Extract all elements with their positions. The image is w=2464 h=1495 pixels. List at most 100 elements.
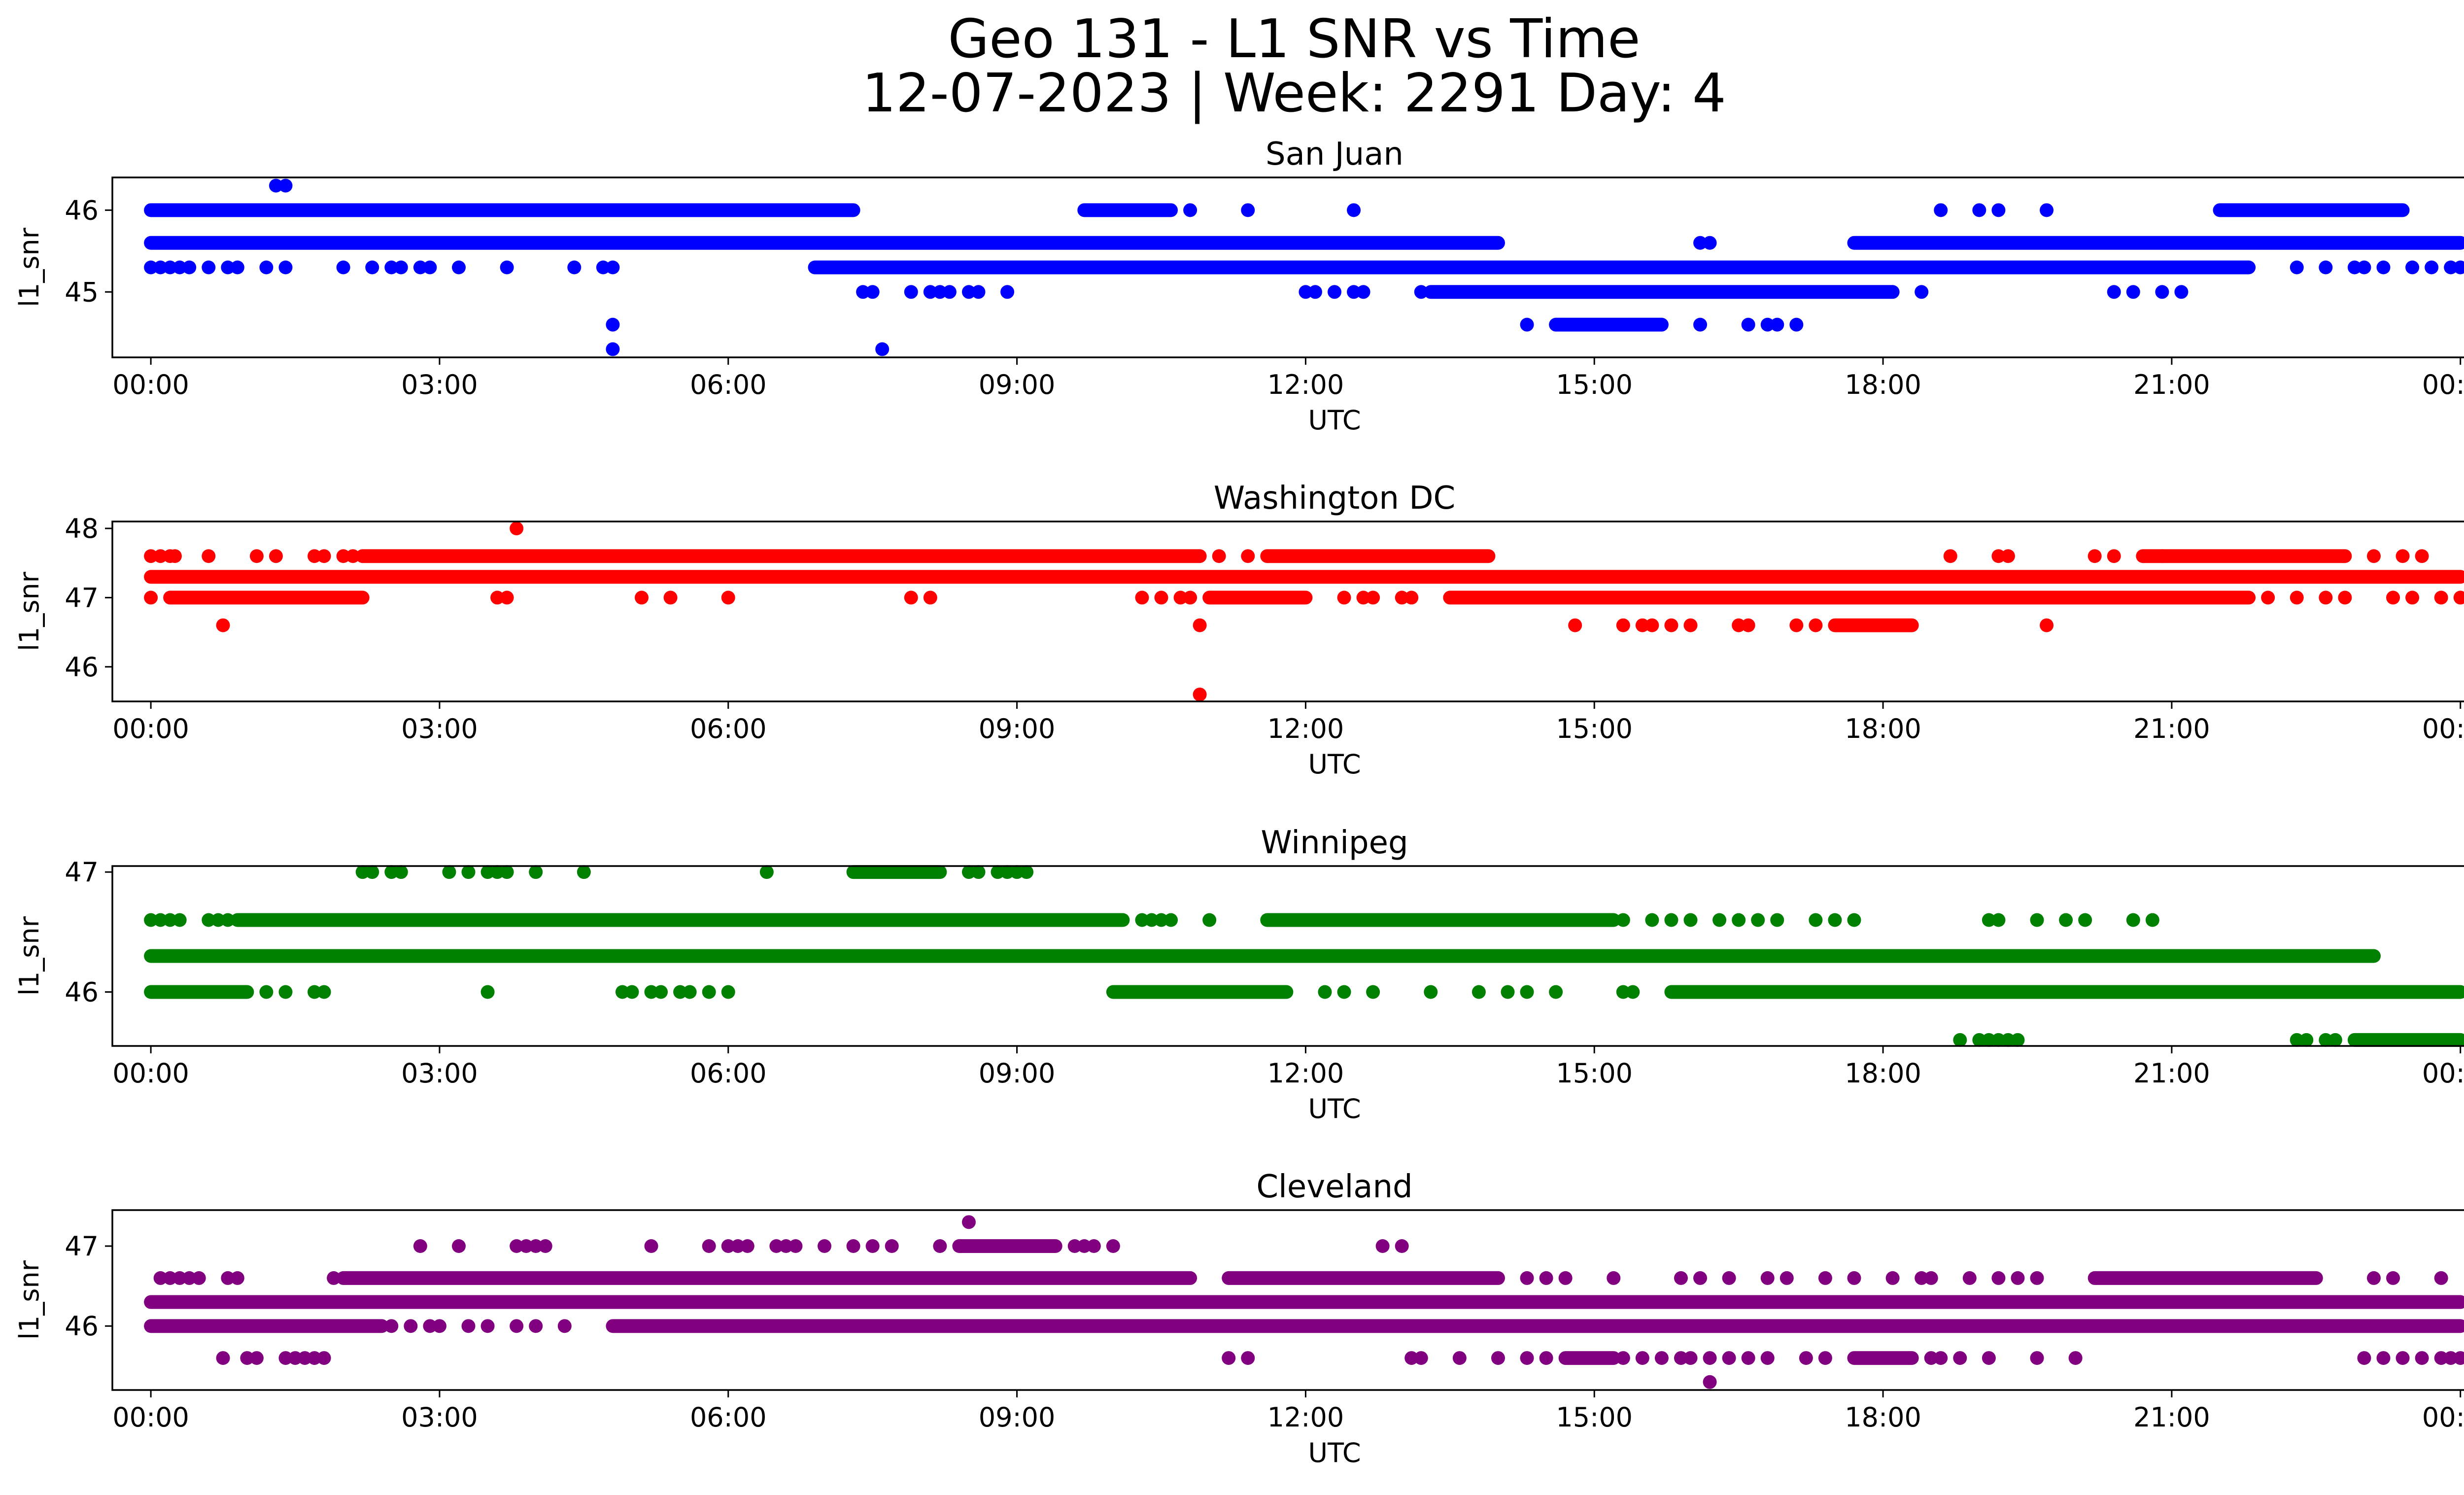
data-point (846, 1239, 860, 1253)
data-point (933, 285, 947, 299)
data-point (308, 985, 322, 999)
x-axis-label: UTC (1308, 749, 1361, 780)
data-point (1154, 913, 1168, 927)
data-point (1616, 618, 1630, 632)
data-point (2107, 285, 2121, 299)
point-run (144, 1295, 2464, 1309)
x-tick-label: 15:00 (1556, 1402, 1633, 1433)
x-tick-label: 15:00 (1556, 1058, 1633, 1089)
data-point (1991, 1033, 2006, 1047)
data-point (1654, 1351, 1669, 1365)
data-point (2030, 913, 2044, 927)
data-point (384, 1319, 399, 1333)
data-point (451, 260, 466, 275)
data-point (153, 913, 168, 927)
data-point (1183, 591, 1198, 605)
data-point (384, 260, 399, 275)
point-run (2136, 549, 2352, 563)
plot-frame (111, 1209, 2464, 1391)
data-point (1135, 591, 1149, 605)
data-point (2434, 1351, 2448, 1365)
data-point (1645, 913, 1659, 927)
x-tick-label: 06:00 (690, 369, 767, 400)
data-point (2001, 1033, 2015, 1047)
data-point (2444, 260, 2458, 275)
data-point (875, 342, 890, 356)
data-point (1539, 1351, 1553, 1365)
y-tick-label: 47 (65, 1231, 99, 1262)
data-point (2405, 591, 2420, 605)
data-point (961, 865, 976, 879)
data-point (865, 1239, 880, 1253)
data-point (423, 1319, 437, 1333)
data-point (1789, 317, 1804, 332)
data-point (933, 1239, 947, 1253)
x-tick-label: 21:00 (2133, 369, 2210, 400)
subplot-washington-dc: Washington DC 00:00 03:00 06:00 09:00 12:00 15… (14, 480, 2464, 780)
data-point (317, 985, 331, 999)
data-point (885, 1239, 899, 1253)
data-point (336, 260, 350, 275)
data-point (202, 260, 216, 275)
data-point (1328, 285, 1341, 299)
data-point (510, 1239, 524, 1253)
point-run (144, 949, 2381, 963)
data-point (490, 865, 505, 879)
data-point (2453, 591, 2464, 605)
data-point (308, 1351, 322, 1365)
data-point (1732, 913, 1746, 927)
data-point (596, 260, 610, 275)
y-tick-label: 47 (65, 857, 99, 888)
data-point (404, 1319, 418, 1333)
data-point (2347, 260, 2361, 275)
data-point (480, 865, 495, 879)
data-point (490, 591, 505, 605)
data-point (721, 985, 735, 999)
data-point (2434, 591, 2448, 605)
data-point (1616, 1351, 1630, 1365)
x-tick-label: 12:00 (1267, 713, 1344, 744)
point-run (2088, 1271, 2323, 1285)
data-point (2453, 260, 2464, 275)
subplot-title: Winnipeg (1261, 825, 1408, 861)
data-point (519, 1239, 533, 1253)
data-point (2434, 1271, 2448, 1285)
data-point (1010, 865, 1024, 879)
data-point (510, 1319, 524, 1333)
data-point (1915, 285, 1929, 299)
data-point (971, 285, 986, 299)
data-point (1934, 1351, 1948, 1365)
data-point (904, 285, 918, 299)
data-point (606, 317, 620, 332)
y-tick-label: 46 (65, 977, 99, 1008)
data-point (1915, 1271, 1929, 1285)
data-point (1395, 1239, 1409, 1253)
x-tick-label: 12:00 (1267, 1058, 1344, 1089)
data-point (606, 260, 620, 275)
data-point (278, 985, 293, 999)
x-axis-label: UTC (1308, 1437, 1361, 1468)
subplot-san-juan: San Juan 00:00 03:00 06:00 09:00 12:00 15:00 18… (14, 136, 2464, 436)
data-point (1683, 618, 1698, 632)
data-point (1241, 203, 1255, 217)
data-point (230, 260, 244, 275)
data-point (2328, 1033, 2342, 1047)
data-point (721, 591, 735, 605)
data-point (1135, 913, 1149, 927)
data-point (2319, 1033, 2333, 1047)
x-tick-label: 18:00 (1845, 1402, 1921, 1433)
data-point (1154, 591, 1168, 605)
data-point (961, 285, 976, 299)
data-point (2040, 618, 2054, 632)
x-tick-label: 18:00 (1845, 369, 1921, 400)
data-point (1760, 317, 1775, 332)
data-point (1809, 618, 1823, 632)
data-point (2396, 549, 2410, 563)
data-point (529, 1319, 543, 1333)
data-point (2040, 203, 2054, 217)
y-axis-label: l1_snr (14, 1260, 45, 1340)
data-point (1404, 591, 1419, 605)
data-point (1424, 985, 1438, 999)
data-point (144, 549, 158, 563)
data-point (663, 591, 678, 605)
